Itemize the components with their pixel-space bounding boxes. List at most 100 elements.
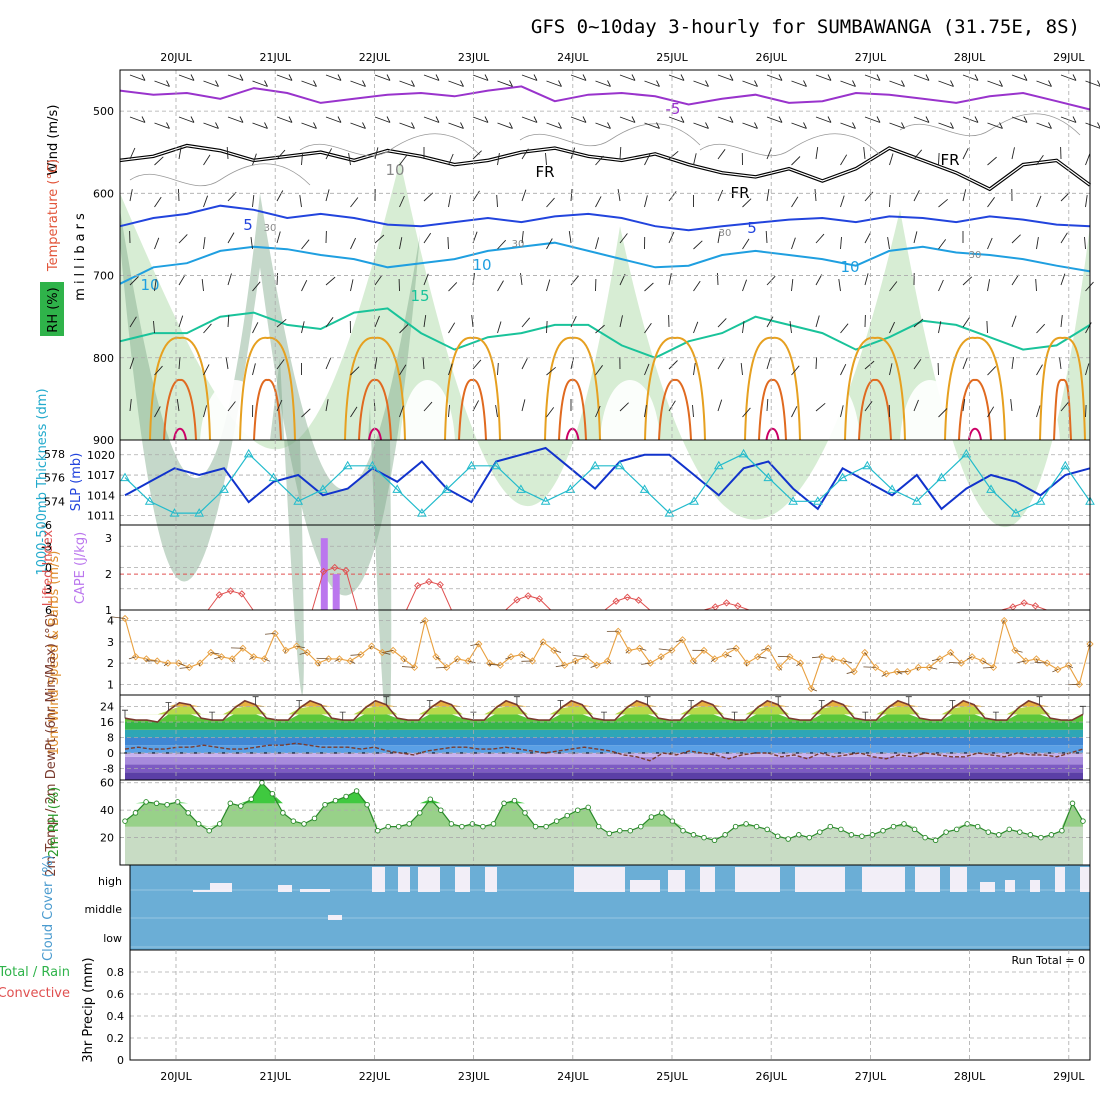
cloud-gap [372,867,385,892]
temp-minmax-bar [601,711,607,721]
upper-wind-barb [178,116,195,123]
date-label-bottom: 25JUL [656,1070,688,1083]
upper-wind-barb [766,116,783,123]
upper-wind-barb [840,80,856,87]
rh-point [901,821,907,827]
ua-ytick: 900 [93,434,114,447]
upper-wind-barb [987,366,997,376]
upper-wind-barb [644,363,650,376]
upper-wind-barb [815,74,832,81]
upper-wind-barb [668,360,678,370]
upper-wind-barb [913,149,923,160]
isotherm-label: 30 [264,223,277,234]
wind-tick: 3 [107,636,114,649]
surface-wind-barb [349,660,356,664]
cloud-gap [950,867,967,892]
slp-thickness-panel: 1020 1017 1014 1011 578 576 574 [44,439,1095,526]
upper-wind-barb [129,189,133,202]
upper-wind-barb [742,238,750,250]
temp-color-band [125,700,1083,707]
upper-wind-barb [1011,274,1019,286]
upper-wind-barb [325,276,336,286]
wind-speed-point [625,646,633,655]
wind-speed-point [260,655,269,663]
upper-wind-barb [1085,404,1087,418]
upper-wind-barb [374,116,391,123]
surface-wind-barb [950,652,953,656]
rh-point [1006,826,1013,833]
wind-speed-point [346,657,354,665]
surface-wind-barb [487,663,501,666]
wind-speed-point [636,644,644,652]
cloud-gap [862,867,905,892]
upper-wind-barb [742,407,751,418]
rh-point [353,788,360,794]
thickness-point [887,484,897,493]
temp-minmax-bar [1036,696,1043,705]
upper-wind-barb [717,231,721,244]
upper-wind-barb [766,74,783,81]
upper-wind-barb [178,274,186,286]
thickness-tick: 576 [44,472,65,485]
wind-speed-point [711,655,719,663]
isotherm-hot-loop [958,378,992,441]
upper-wind-barb [913,190,920,202]
rh-clear-pocket [1000,380,1060,440]
upper-wind-barb [889,80,905,87]
wind-speed-point [164,659,172,667]
upper-wind-barb [740,363,743,376]
isotherm-hottest-loop [173,427,187,441]
date-axis-top: 20JUL 21JUL 22JUL 23JUL 24JUL 25JUL 26JUL 27JUL… [160,51,1085,64]
surface-wind-barb [264,658,271,662]
wind-speed-point [582,653,590,661]
rh-point [385,823,391,830]
rh-point [595,823,602,830]
rh-point [427,796,434,802]
upper-wind-barb [154,365,163,376]
upper-wind-barb [717,399,723,412]
upper-wind-barb [986,320,988,334]
surface-wind-barb [778,667,783,671]
upper-wind-barb [497,321,502,334]
upper-wind-barb [1036,364,1043,376]
rh-point [827,823,834,830]
thickness-point [615,460,625,470]
upper-wind-barb [495,405,498,418]
upper-wind-barb [568,231,572,244]
thickness-point [120,472,130,482]
upper-wind-barb [276,149,286,160]
thickness-point [367,460,378,470]
upper-wind-barb [448,80,464,87]
upper-wind-barb [154,279,157,292]
temp-tick: -8 [103,762,114,775]
wind-speed-point [882,670,890,678]
rh-point [364,801,370,808]
wind-speed-point [1075,680,1083,689]
upper-wind-barb [448,322,456,334]
surface-wind-barb [881,673,887,677]
wind-speed-point [796,659,805,667]
surface-wind-barb [1001,620,1005,624]
upper-wind-barb [962,276,973,286]
temp-color-band [125,714,1083,723]
cloud-gap [1055,867,1065,892]
rh-point [659,810,665,816]
rh-point [711,837,718,844]
upper-wind-barb [913,318,924,328]
rh-clear-pocket [200,380,270,440]
surface-wind-barb [864,652,868,656]
thickness-point [1010,508,1021,517]
panel-frame [119,609,1091,696]
upper-wind-barb [252,80,268,87]
panel-frame [119,439,1091,526]
upper-wind-barb [472,190,480,202]
upper-wind-barb [1085,363,1090,376]
wind-speed-point [1032,655,1041,663]
upper-wind-barb [644,322,652,334]
surface-wind-barb [948,662,962,664]
rh-point [195,821,202,827]
upper-wind-barb [447,236,449,250]
upper-wind-barb [178,74,195,81]
ua-ytick: 600 [93,187,114,200]
